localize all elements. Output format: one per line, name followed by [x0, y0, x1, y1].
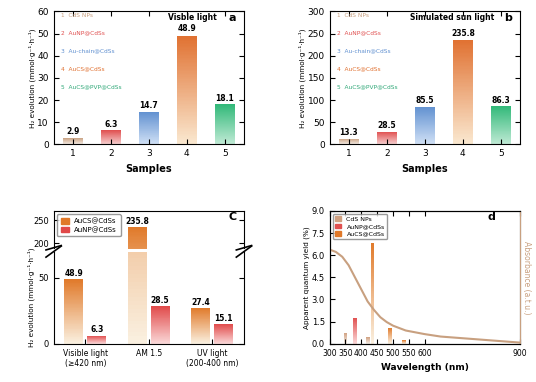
Text: 27.4: 27.4 [191, 298, 210, 307]
Text: 2  AuNP@CdSs: 2 AuNP@CdSs [61, 31, 105, 36]
Text: 48.9: 48.9 [177, 24, 196, 33]
Text: 4  AuCS@CdSs: 4 AuCS@CdSs [337, 66, 381, 72]
Text: 1  CdS NPs: 1 CdS NPs [61, 13, 93, 18]
Text: 14.7: 14.7 [139, 101, 158, 110]
Text: Simulated sun light: Simulated sun light [410, 13, 494, 22]
Text: 18.1: 18.1 [215, 94, 234, 103]
Text: 28.5: 28.5 [377, 121, 396, 130]
Text: 28.5: 28.5 [151, 296, 169, 305]
Text: 3  Au-chain@CdSs: 3 Au-chain@CdSs [61, 49, 115, 54]
X-axis label: Samples: Samples [125, 164, 172, 174]
Y-axis label: H₂ evolution (mmol·g⁻¹·h⁻¹): H₂ evolution (mmol·g⁻¹·h⁻¹) [28, 28, 36, 128]
Text: 2  AuNP@CdSs: 2 AuNP@CdSs [337, 31, 381, 36]
Text: 4  AuCS@CdSs: 4 AuCS@CdSs [61, 66, 105, 72]
Text: C: C [228, 212, 236, 222]
Text: 86.3: 86.3 [492, 96, 510, 105]
Y-axis label: Apparent quantum yield (%): Apparent quantum yield (%) [303, 226, 310, 329]
Text: Visble light: Visble light [168, 13, 217, 22]
X-axis label: Wavelength (nm): Wavelength (nm) [381, 363, 468, 372]
Text: 235.8: 235.8 [451, 29, 475, 38]
Y-axis label: H₂ evolution (mmol·g⁻¹·h⁻¹): H₂ evolution (mmol·g⁻¹·h⁻¹) [299, 28, 306, 128]
Y-axis label: Absorbance (a.t.u.): Absorbance (a.t.u.) [522, 241, 531, 314]
X-axis label: Samples: Samples [401, 164, 448, 174]
Text: 48.9: 48.9 [64, 269, 83, 278]
Text: 235.8: 235.8 [125, 217, 150, 226]
Text: 15.1: 15.1 [214, 314, 233, 323]
Text: 6.3: 6.3 [90, 325, 103, 335]
Text: 85.5: 85.5 [415, 96, 434, 105]
Legend: AuCS@CdSs, AuNP@CdSs: AuCS@CdSs, AuNP@CdSs [57, 214, 121, 236]
Text: 5  AuCS@PVP@CdSs: 5 AuCS@PVP@CdSs [337, 84, 398, 89]
Text: 2.9: 2.9 [66, 128, 79, 136]
Text: d: d [487, 212, 495, 222]
Text: b: b [504, 13, 512, 23]
Text: 5  AuCS@PVP@CdSs: 5 AuCS@PVP@CdSs [61, 84, 122, 89]
Text: 13.3: 13.3 [339, 128, 358, 137]
Text: a: a [229, 13, 236, 23]
Y-axis label: H₂ evolution (mmol·g⁻¹·h⁻¹): H₂ evolution (mmol·g⁻¹·h⁻¹) [28, 248, 35, 348]
Text: 1  CdS NPs: 1 CdS NPs [337, 13, 369, 18]
Legend: CdS NPs, AuNP@CdSs, AuCS@CdSs: CdS NPs, AuNP@CdSs, AuCS@CdSs [333, 214, 387, 239]
Text: 6.3: 6.3 [104, 120, 117, 129]
Text: 3  Au-chain@CdSs: 3 Au-chain@CdSs [337, 49, 391, 54]
